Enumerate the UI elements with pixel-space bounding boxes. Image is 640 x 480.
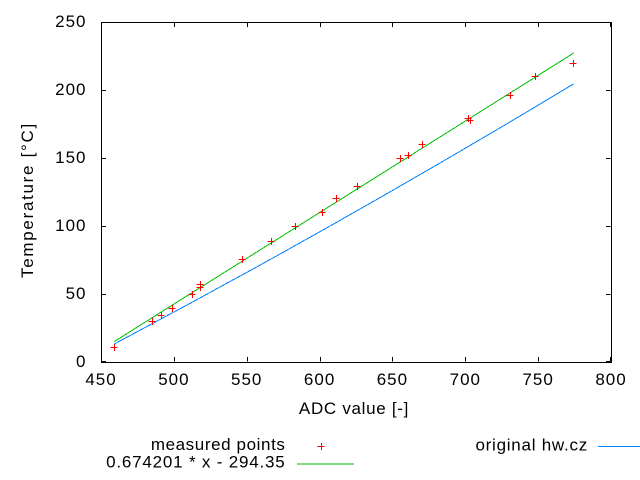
svg-text:650: 650	[377, 370, 408, 389]
svg-text:200: 200	[55, 80, 86, 99]
svg-text:700: 700	[450, 370, 481, 389]
svg-text:ADC value [-]: ADC value [-]	[299, 399, 409, 418]
svg-text:50: 50	[66, 284, 87, 303]
svg-text:original hw.cz: original hw.cz	[475, 436, 588, 455]
svg-text:800: 800	[595, 370, 626, 389]
svg-text:450: 450	[85, 370, 116, 389]
svg-text:600: 600	[304, 370, 335, 389]
svg-text:measured points: measured points	[151, 435, 286, 454]
svg-text:250: 250	[55, 12, 86, 31]
svg-text:750: 750	[522, 370, 553, 389]
svg-text:0: 0	[76, 352, 86, 371]
svg-text:Temperature [°C]: Temperature [°C]	[18, 122, 37, 278]
svg-text:0.674201 * x - 294.35: 0.674201 * x - 294.35	[106, 452, 285, 471]
svg-text:100: 100	[55, 216, 86, 235]
svg-text:150: 150	[55, 148, 86, 167]
svg-text:500: 500	[158, 370, 189, 389]
svg-text:550: 550	[231, 370, 262, 389]
